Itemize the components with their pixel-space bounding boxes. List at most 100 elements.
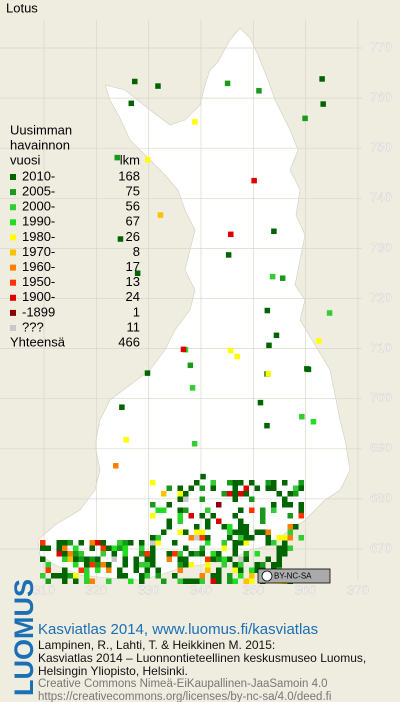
record-square <box>161 491 167 497</box>
record-square <box>172 551 178 557</box>
record-square <box>150 535 156 541</box>
record-square <box>189 385 196 391</box>
record-square <box>298 502 304 508</box>
record-square <box>155 507 161 513</box>
atlas-link[interactable]: Kasviatlas 2014, www.luomus.fi/kasviatla… <box>38 621 318 638</box>
record-square <box>123 436 129 443</box>
record-square <box>150 513 156 519</box>
record-square <box>188 578 194 584</box>
record-square <box>145 157 151 163</box>
record-square <box>117 545 123 551</box>
record-square <box>243 485 249 491</box>
legend-count: 8 <box>133 244 140 259</box>
record-square <box>232 513 238 519</box>
record-square <box>232 491 238 497</box>
record-square <box>40 540 46 546</box>
legend-swatch <box>10 264 16 271</box>
record-square <box>227 578 233 584</box>
record-square <box>227 491 233 497</box>
record-square <box>260 507 266 513</box>
legend-label: 1960- <box>22 259 55 274</box>
record-square <box>56 551 62 557</box>
record-square <box>144 556 150 562</box>
record-square <box>264 422 270 429</box>
record-square <box>113 463 119 469</box>
record-square <box>191 440 198 447</box>
record-square <box>111 545 117 551</box>
record-square <box>265 480 271 486</box>
record-square <box>238 491 244 497</box>
record-square <box>205 518 211 524</box>
record-square <box>166 518 172 524</box>
record-square <box>188 485 194 491</box>
record-square <box>95 567 101 573</box>
record-square <box>100 545 106 551</box>
record-square <box>134 270 141 276</box>
record-square <box>100 551 106 557</box>
record-square <box>243 491 249 497</box>
citation: Lampinen, R., Lahti, T. & Heikkinen M. 2… <box>38 638 275 652</box>
record-square <box>183 545 189 551</box>
record-square <box>302 115 308 122</box>
record-square <box>257 399 264 406</box>
record-square <box>128 100 135 107</box>
record-square <box>234 353 240 360</box>
northing-label: 680 <box>370 490 392 505</box>
record-square <box>232 540 238 546</box>
record-square <box>221 562 227 568</box>
record-square <box>293 485 299 491</box>
legend-label: 1950- <box>22 274 55 289</box>
record-square <box>249 578 255 584</box>
record-square <box>271 540 277 546</box>
record-square <box>243 535 249 541</box>
record-square <box>243 524 249 530</box>
record-square <box>276 562 282 568</box>
record-square <box>67 540 73 546</box>
record-square <box>205 507 211 513</box>
record-square <box>161 578 167 584</box>
license-text: Creative Commons Nimeä-EiKaupallinen-Jaa… <box>38 678 328 690</box>
record-square <box>254 562 260 568</box>
record-square <box>166 556 172 562</box>
record-square <box>216 551 222 557</box>
record-square <box>194 524 200 530</box>
easting-label: 310 <box>33 582 55 597</box>
record-square <box>243 556 249 562</box>
record-square <box>40 556 46 562</box>
record-square <box>254 551 260 557</box>
record-square <box>199 551 205 557</box>
grid: 770 760 750 740 730 720 710 700 690 680 670 310 320 3… <box>0 20 392 598</box>
record-square <box>271 228 277 235</box>
record-square <box>266 342 272 349</box>
legend-header: vuosi <box>10 152 40 167</box>
record-square <box>62 573 68 579</box>
record-square <box>161 529 167 535</box>
record-square <box>73 578 79 584</box>
record-square <box>216 518 222 524</box>
record-square <box>205 524 211 530</box>
license-url[interactable]: https://creativecommons.org/licenses/by-… <box>38 691 331 702</box>
northing-label: 760 <box>370 90 392 105</box>
record-square <box>205 562 211 568</box>
record-square <box>243 551 249 557</box>
legend-label: -1899 <box>22 304 55 319</box>
record-square <box>238 535 244 541</box>
record-square <box>155 573 161 579</box>
record-square <box>210 573 216 579</box>
citation: Kasviatlas 2014 – Luonnontieteellinen ke… <box>38 651 366 665</box>
record-square <box>238 524 244 530</box>
record-square <box>298 480 304 486</box>
badge-text: BY-NC-SA <box>274 572 312 581</box>
legend-swatch <box>10 219 16 226</box>
easting-label: 350 <box>242 582 264 597</box>
record-square <box>265 370 272 377</box>
record-square <box>84 562 90 568</box>
record-square <box>287 524 293 530</box>
record-square <box>199 578 205 584</box>
record-square <box>84 567 90 573</box>
legend-label: ??? <box>22 319 44 334</box>
record-square <box>238 480 244 486</box>
record-square <box>89 578 95 584</box>
record-square <box>89 545 95 551</box>
